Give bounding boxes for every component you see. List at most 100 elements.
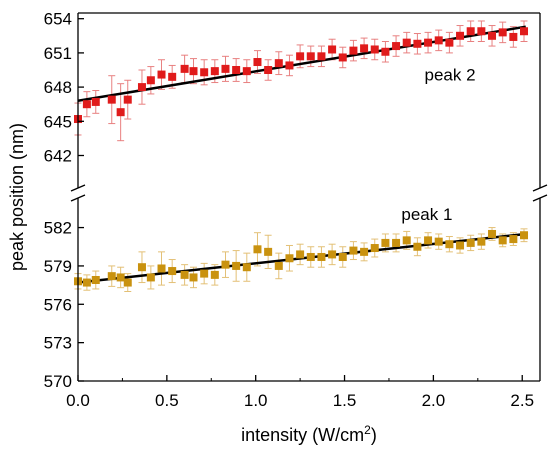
data-point-peak-1	[168, 267, 177, 276]
data-point-peak-1	[221, 260, 230, 269]
data-point-peak-1	[328, 250, 337, 259]
data-point-peak-1	[413, 242, 422, 251]
annotation-peak-2: peak 2	[425, 65, 476, 84]
data-point-peak-2	[413, 39, 422, 48]
data-point-peak-2	[253, 58, 262, 67]
data-point-peak-2	[349, 46, 358, 55]
data-point-peak-1	[189, 273, 198, 282]
data-point-peak-2	[157, 70, 166, 79]
data-point-peak-2	[381, 47, 390, 56]
data-point-peak-2	[200, 68, 209, 77]
data-point-peak-2	[445, 38, 454, 47]
data-point-peak-1	[210, 270, 219, 279]
data-point-peak-1	[82, 278, 91, 287]
data-point-peak-2	[264, 66, 273, 74]
data-point-peak-1	[498, 236, 507, 245]
data-point-peak-1	[200, 269, 209, 278]
x-axis-title-close: )	[371, 425, 377, 445]
y-tick-label-upper: 651	[44, 44, 72, 63]
data-point-peak-1	[274, 261, 283, 270]
data-point-peak-2	[168, 72, 177, 81]
y-tick-label-lower: 573	[44, 334, 72, 353]
data-point-peak-2	[370, 45, 379, 54]
data-point-peak-1	[107, 272, 116, 281]
data-point-peak-1	[360, 247, 369, 256]
y-tick-label-upper: 654	[44, 10, 72, 29]
data-point-peak-2	[221, 64, 230, 73]
data-point-peak-1	[466, 238, 475, 247]
data-point-peak-2	[285, 61, 294, 70]
data-point-peak-1	[242, 263, 251, 272]
data-point-peak-2	[82, 100, 91, 109]
x-axis-title-sup: 2	[364, 423, 371, 437]
x-axis-title: intensity (W/cm2)	[241, 423, 377, 445]
data-point-peak-2	[242, 67, 251, 76]
y-tick-label-upper: 648	[44, 78, 72, 97]
axis-break-mark-right	[532, 184, 548, 192]
data-point-peak-2	[360, 44, 369, 53]
data-point-peak-2	[232, 66, 241, 74]
x-tick-label: 0.5	[155, 391, 179, 410]
data-point-peak-2	[274, 59, 283, 68]
data-point-peak-2	[91, 97, 100, 106]
axis-break-mark-left	[70, 184, 86, 192]
data-point-peak-2	[107, 95, 116, 104]
data-point-peak-1	[306, 252, 315, 261]
x-tick-label: 1.0	[244, 391, 268, 410]
data-point-peak-2	[477, 27, 486, 36]
y-tick-label-lower: 579	[44, 257, 72, 276]
data-points	[74, 27, 529, 287]
x-tick-label: 2.5	[510, 391, 534, 410]
data-point-peak-1	[264, 247, 273, 256]
y-tick-label-lower: 582	[44, 219, 72, 238]
data-point-peak-2	[210, 67, 219, 76]
data-point-peak-2	[488, 31, 497, 40]
annotation-peak-1: peak 1	[401, 205, 452, 224]
data-point-peak-1	[381, 238, 390, 247]
data-point-peak-2	[123, 95, 132, 104]
data-point-peak-1	[157, 264, 166, 273]
data-point-peak-1	[456, 241, 465, 250]
data-point-peak-1	[137, 263, 146, 272]
data-point-peak-1	[123, 278, 132, 287]
data-point-peak-2	[317, 52, 326, 61]
y-tick-label-lower: 570	[44, 372, 72, 391]
data-point-peak-2	[520, 27, 529, 36]
data-point-peak-1	[477, 237, 486, 246]
data-point-peak-1	[116, 273, 125, 282]
data-point-peak-1	[349, 246, 358, 255]
data-point-peak-1	[520, 231, 529, 240]
data-point-peak-2	[189, 67, 198, 76]
data-point-peak-2	[306, 52, 315, 61]
axis-break-mark-left	[70, 194, 86, 202]
y-tick-label-upper: 642	[44, 147, 72, 166]
x-tick-label: 0.0	[66, 391, 90, 410]
data-point-peak-1	[434, 237, 443, 246]
data-point-peak-2	[509, 32, 518, 41]
data-point-peak-1	[91, 275, 100, 284]
axis-break-gap-left	[71, 188, 85, 198]
data-point-peak-1	[445, 240, 454, 249]
x-tick-label: 1.5	[333, 391, 357, 410]
data-point-peak-2	[116, 108, 125, 117]
data-point-peak-2	[498, 28, 507, 37]
data-point-peak-2	[424, 38, 433, 47]
labels: peak 2 peak 1 peak position (nm) intensi…	[7, 65, 476, 445]
data-point-peak-1	[253, 245, 262, 254]
data-point-peak-1	[232, 261, 241, 270]
data-point-peak-1	[296, 250, 305, 259]
data-point-peak-2	[137, 83, 146, 92]
axis-break-mark-right	[532, 194, 548, 202]
data-point-peak-2	[392, 42, 401, 51]
data-point-peak-2	[466, 27, 475, 36]
data-point-peak-2	[296, 52, 305, 61]
data-point-peak-1	[488, 229, 497, 238]
data-point-peak-1	[338, 252, 347, 261]
data-point-peak-2	[328, 45, 337, 54]
data-point-peak-1	[146, 273, 155, 282]
data-point-peak-1	[285, 254, 294, 263]
data-point-peak-1	[424, 236, 433, 245]
y-tick-label-lower: 576	[44, 295, 72, 314]
data-point-peak-1	[509, 235, 518, 244]
